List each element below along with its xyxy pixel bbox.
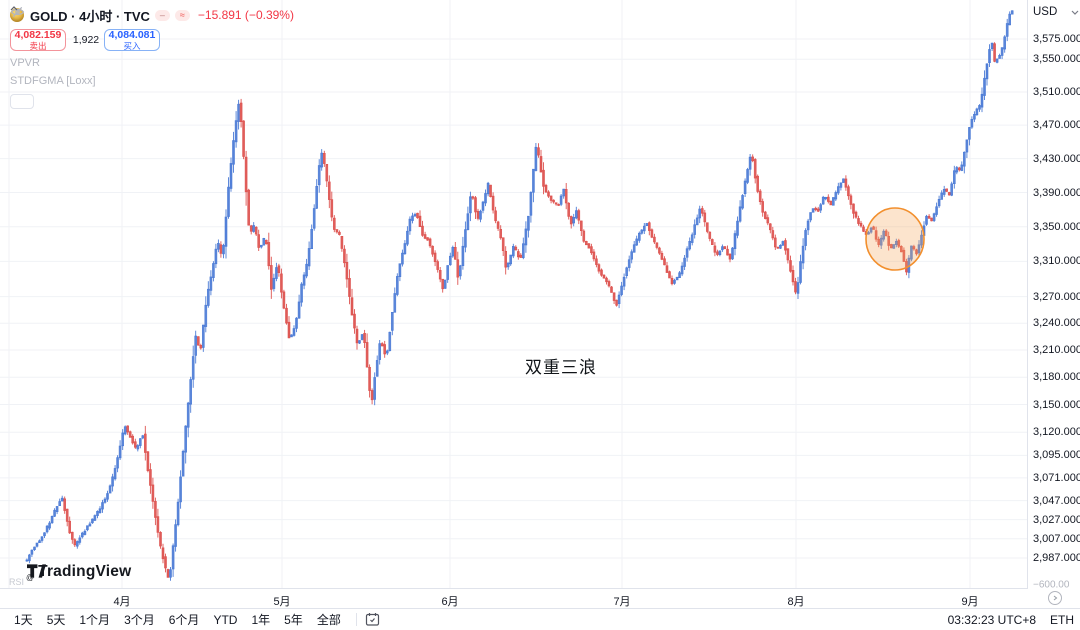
indicator-value-label: −600.00 — [1033, 579, 1070, 591]
highlight-ellipse[interactable] — [865, 207, 925, 271]
indicator-name: VPVR — [10, 57, 40, 69]
range-button-1天[interactable]: 1天 — [14, 613, 33, 627]
price-tick-label: 3,150.000 — [1033, 398, 1080, 411]
time-tick-label: 5月 — [273, 596, 291, 608]
tradingview-mark-icon — [27, 564, 46, 578]
time-tick-label: 6月 — [441, 596, 459, 608]
collapse-legend-button[interactable] — [10, 6, 34, 109]
time-tick-label: 7月 — [613, 596, 631, 608]
price-tick-label: 3,575.000 — [1033, 33, 1080, 45]
annotation-text[interactable]: 双重三浪 — [525, 358, 597, 377]
go-to-date-button[interactable] — [365, 612, 380, 627]
price-tick-label: 3,550.000 — [1033, 53, 1080, 66]
time-tick-label: 8月 — [787, 596, 805, 608]
price-tick-label: 3,430.000 — [1033, 152, 1080, 165]
gridlines — [0, 0, 1028, 588]
currency-selector[interactable]: USD — [1033, 6, 1079, 18]
price-tick-label: 3,210.000 — [1033, 344, 1080, 356]
indicator-row-vpvr[interactable]: VPVR — [10, 7, 294, 69]
price-tick-label: 3,470.000 — [1033, 119, 1080, 132]
time-axis[interactable]: 4月 5月 6月 7月 8月 9月 — [0, 588, 1028, 609]
price-change: −15.891 (−0.39%) — [197, 8, 294, 22]
session-label[interactable]: ETH — [1050, 612, 1074, 627]
range-button-1年[interactable]: 1年 — [251, 613, 271, 627]
symbol-row: GOLD · 4小时 · TVC – ≈ −15.891 (−0.39%) — [10, 6, 294, 24]
price-tick-label: 3,350.000 — [1033, 220, 1080, 233]
calendar-icon — [365, 613, 379, 626]
indicator-name: STDFGMA [Loxx] — [10, 75, 96, 87]
sell-price: 4,082.159 — [14, 29, 62, 41]
range-button-1个月[interactable]: 1个月 — [79, 613, 111, 627]
price-tick-label: 3,120.000 — [1033, 426, 1080, 439]
range-button-5天[interactable]: 5天 — [46, 613, 66, 627]
price-tick-label: 3,095.000 — [1033, 449, 1080, 462]
eye-off-icon[interactable] — [10, 6, 25, 18]
price-tick-label: 3,071.000 — [1033, 471, 1080, 484]
spread-value: 1,922 — [72, 34, 100, 46]
price-axis[interactable]: USD 3,575.000 3,550.000 3,510.000 3,470.000… — [1027, 0, 1080, 608]
chevron-right-icon — [1053, 595, 1058, 601]
market-status-waves-icon[interactable]: ≈ — [174, 9, 190, 21]
range-button-全部[interactable]: 全部 — [316, 613, 341, 627]
toolbar-divider — [355, 613, 357, 626]
time-tick-label: 9月 — [961, 596, 979, 608]
hidden-pane-label: RSI — [9, 577, 25, 587]
range-button-5年[interactable]: 5年 — [284, 613, 303, 627]
price-tick-label: 3,310.000 — [1033, 255, 1080, 268]
range-buttons: 1天 5天 1个月 3个月 6个月 YTD 1年 5年 全部 — [0, 611, 348, 629]
market-status-minus-icon[interactable]: – — [154, 9, 170, 21]
buy-label: 买入 — [123, 40, 141, 51]
price-tick-label: 3,047.000 — [1033, 494, 1080, 507]
range-button-YTD[interactable]: YTD — [213, 612, 238, 627]
logo-text: TradingView — [38, 563, 132, 580]
price-tick-label: 3,390.000 — [1033, 186, 1080, 199]
price-tick-label: 3,180.000 — [1033, 371, 1080, 384]
price-tick-label: 3,510.000 — [1033, 86, 1080, 98]
price-tick-label: 3,240.000 — [1033, 317, 1080, 330]
price-tick-label: 2,987.000 — [1033, 552, 1080, 564]
buy-price: 4,084.081 — [108, 29, 156, 41]
buy-button[interactable]: 4,084.081 买入 — [104, 29, 160, 51]
symbol-title[interactable]: GOLD · 4小时 · TVC — [30, 8, 150, 24]
sell-button[interactable]: 4,082.159 卖出 — [10, 29, 66, 51]
chevron-down-icon — [1071, 10, 1079, 15]
range-button-6个月[interactable]: 6个月 — [168, 613, 200, 627]
go-to-realtime-button[interactable] — [1048, 591, 1062, 605]
candlestick-layer — [25, 10, 1014, 581]
price-tick-label: 3,007.000 — [1033, 532, 1080, 545]
sell-label: 卖出 — [29, 40, 47, 51]
chevron-up-icon — [10, 6, 18, 11]
range-button-3个月[interactable]: 3个月 — [124, 613, 155, 627]
tradingview-logo[interactable]: @ TradingView — [26, 563, 132, 582]
logo-at-glyph: @ — [26, 572, 35, 582]
order-buttons-row: 4,082.159 卖出 1,922 4,084.081 买入 — [10, 29, 294, 51]
time-tick-label: 4月 — [113, 596, 131, 608]
indicator-row-stdfgma[interactable]: STDFGMA [Loxx] — [10, 7, 294, 87]
price-tick-label: 3,027.000 — [1033, 513, 1080, 526]
currency-label: USD — [1033, 6, 1058, 18]
clock[interactable]: 03:32:23 UTC+8 — [947, 612, 1036, 627]
price-tick-label: 3,270.000 — [1033, 290, 1080, 303]
chart-pane[interactable]: 双重三浪 GOLD · 4小时 · TVC – ≈ −15.891 (−0.39… — [0, 0, 1028, 588]
chart-legend: GOLD · 4小时 · TVC – ≈ −15.891 (−0.39%) 4,… — [10, 6, 294, 109]
bottom-toolbar: 1天 5天 1个月 3个月 6个月 YTD 1年 5年 全部 03:32:23 UTC+8 ET… — [0, 608, 1080, 630]
